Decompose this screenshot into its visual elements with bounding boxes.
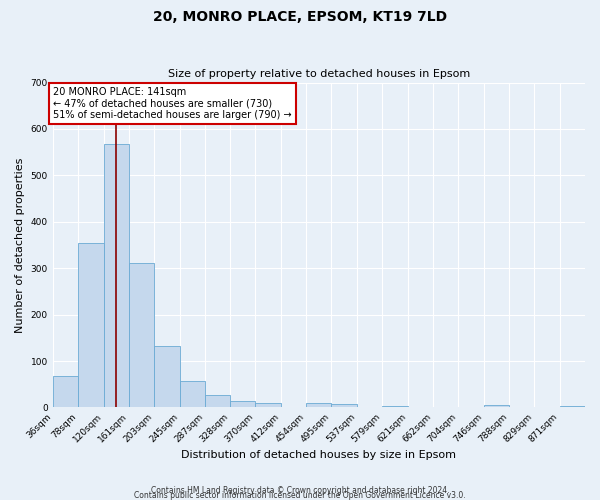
Bar: [154, 346, 179, 408]
Bar: [179, 381, 205, 407]
Bar: [53, 376, 78, 408]
Y-axis label: Number of detached properties: Number of detached properties: [15, 158, 25, 332]
Text: Contains public sector information licensed under the Open Government Licence v3: Contains public sector information licen…: [134, 491, 466, 500]
Bar: [382, 406, 408, 407]
Text: 20, MONRO PLACE, EPSOM, KT19 7LD: 20, MONRO PLACE, EPSOM, KT19 7LD: [153, 10, 447, 24]
Bar: [560, 406, 585, 407]
Bar: [256, 403, 281, 407]
Text: 20 MONRO PLACE: 141sqm
← 47% of detached houses are smaller (730)
51% of semi-de: 20 MONRO PLACE: 141sqm ← 47% of detached…: [53, 87, 292, 120]
Bar: [230, 401, 256, 407]
Bar: [128, 262, 154, 408]
X-axis label: Distribution of detached houses by size in Epsom: Distribution of detached houses by size …: [181, 450, 457, 460]
Bar: [104, 144, 128, 407]
Title: Size of property relative to detached houses in Epsom: Size of property relative to detached ho…: [168, 69, 470, 79]
Bar: [78, 242, 104, 408]
Text: Contains HM Land Registry data © Crown copyright and database right 2024.: Contains HM Land Registry data © Crown c…: [151, 486, 449, 495]
Bar: [331, 404, 357, 407]
Bar: [205, 395, 230, 407]
Bar: [484, 405, 509, 407]
Bar: [307, 404, 331, 407]
